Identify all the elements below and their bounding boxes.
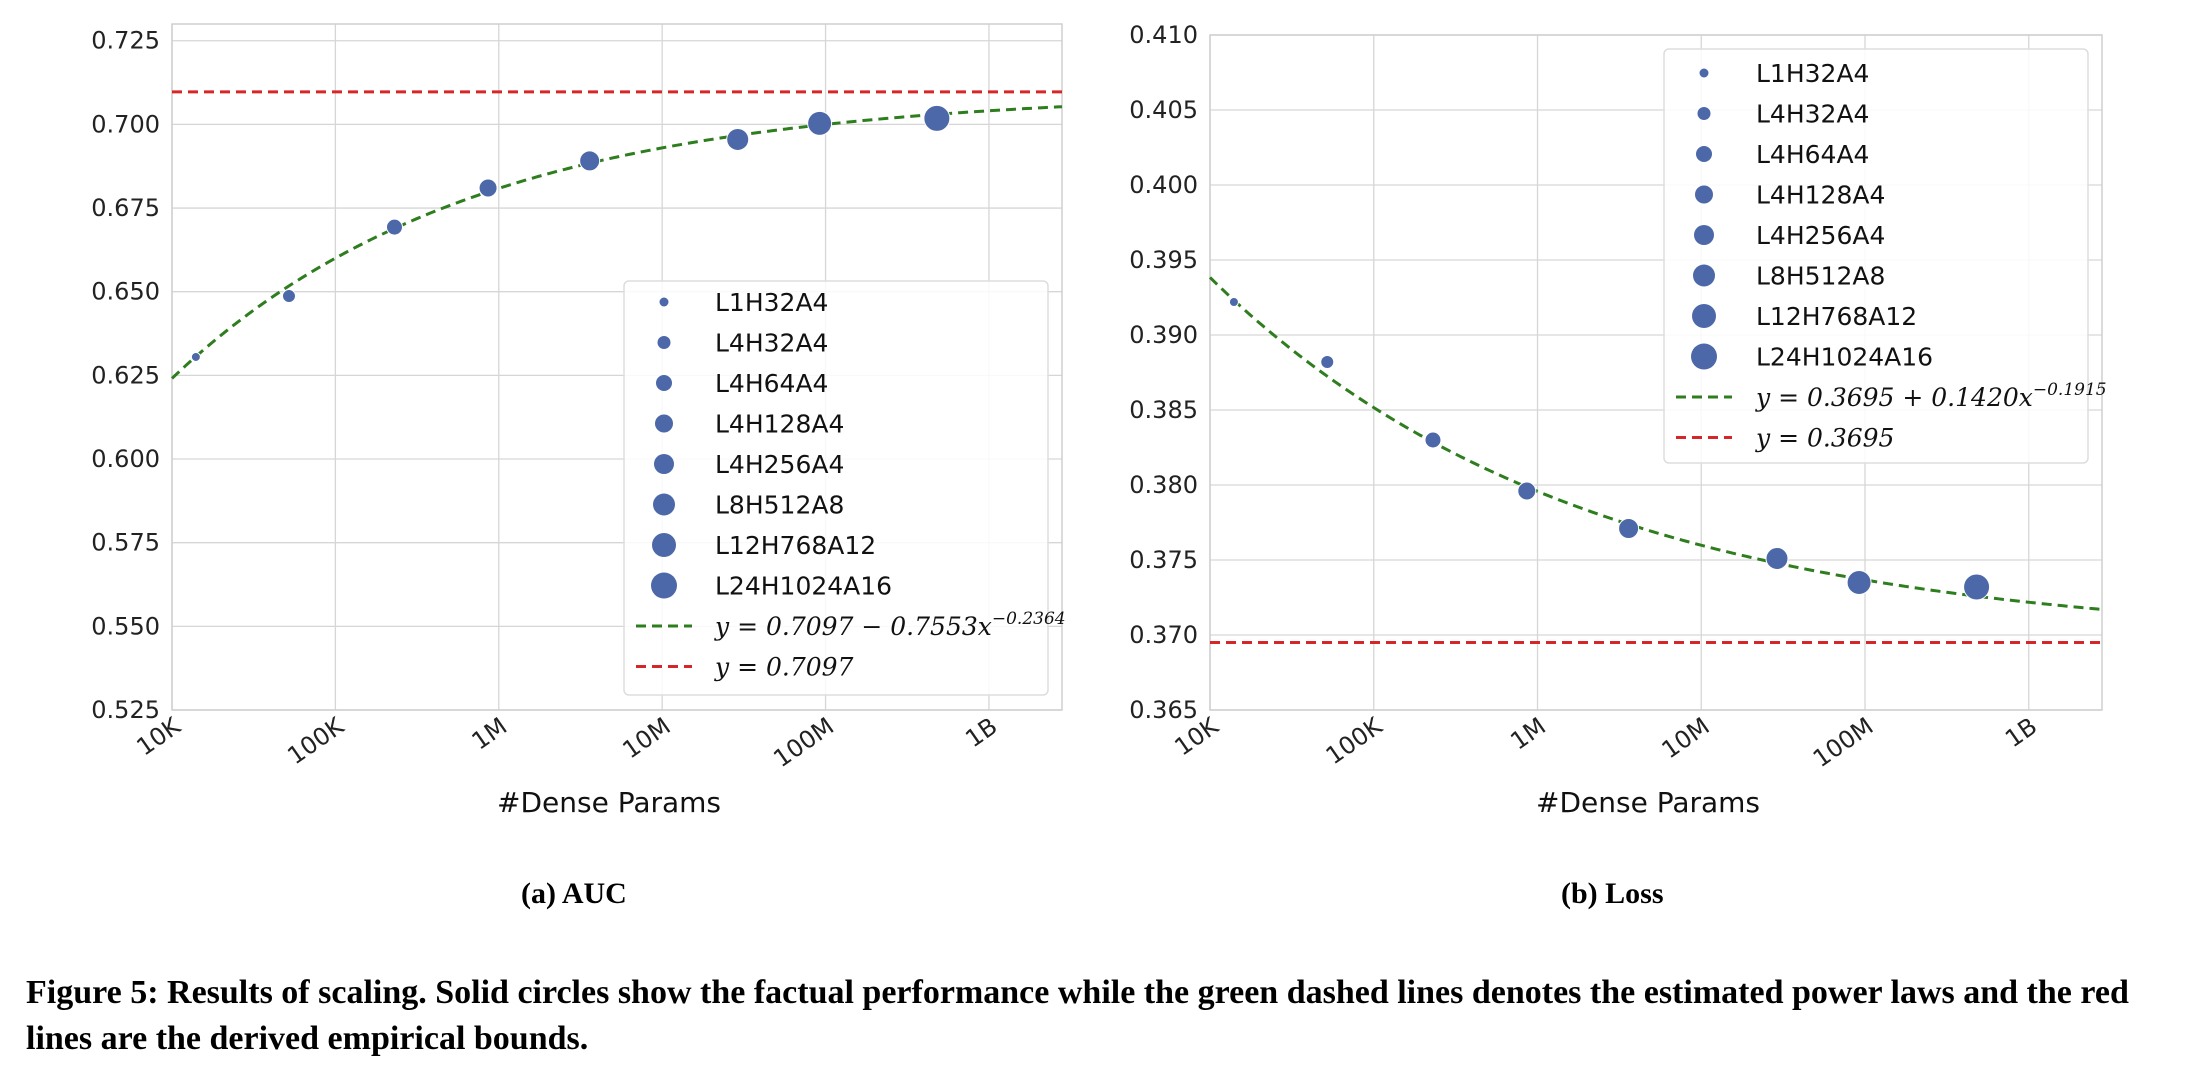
legend-marker	[656, 375, 672, 391]
legend-entry-label: L24H1024A16	[1756, 343, 1933, 372]
y-tick-label: 0.390	[1129, 321, 1198, 349]
legend: L1H32A4 L4H32A4 L4H64A4 L4H128A4 L4H256A4 L8H…	[1663, 48, 2107, 464]
chart-panel-1: 0.525 0.550 0.575 0.600 0.625 0.650 0.675 0.700…	[91, 23, 1066, 819]
legend-fit-exponent: −0.1915	[2033, 380, 2107, 400]
legend-entry-label: L8H512A8	[715, 491, 844, 520]
x-axis-label: #Dense Params	[497, 786, 721, 819]
y-tick-label: 0.550	[91, 612, 160, 640]
y-tick-label: 0.600	[91, 445, 160, 473]
data-point-l4h128a4	[478, 178, 498, 198]
y-tick-label: 0.405	[1129, 96, 1198, 124]
y-tick-label: 0.380	[1129, 471, 1198, 499]
data-point-l1h32a4	[1228, 297, 1239, 307]
legend-marker	[654, 454, 674, 474]
data-point-l4h32a4	[1320, 355, 1335, 369]
legend-marker	[651, 572, 677, 599]
data-point-l24h1024a16	[923, 104, 951, 132]
legend-marker	[1691, 343, 1717, 370]
legend-bound-label: y = 0.3695	[1755, 424, 1894, 453]
x-tick-label: 100K	[282, 711, 350, 770]
y-tick-label: 0.650	[91, 278, 160, 306]
legend-marker	[653, 493, 675, 516]
legend-entry-label: L12H768A12	[1756, 302, 1917, 331]
y-tick-label: 0.675	[91, 194, 160, 222]
legend-entry-label: L1H32A4	[715, 288, 828, 317]
subcaption-auc: (a) AUC	[521, 877, 627, 910]
legend-frame	[1663, 48, 2089, 464]
legend-marker	[655, 414, 673, 433]
legend-marker	[1692, 304, 1716, 328]
y-tick-label: 0.700	[91, 110, 160, 138]
legend-marker	[1695, 185, 1713, 204]
y-tick-label: 0.385	[1129, 396, 1198, 424]
legend-entry-label: L4H256A4	[715, 450, 844, 479]
y-tick-label: 0.370	[1129, 621, 1198, 649]
legend-marker	[1696, 146, 1712, 162]
legend-marker	[1699, 68, 1709, 78]
data-point-l4h32a4	[281, 289, 296, 304]
data-point-l4h64a4	[1424, 431, 1442, 449]
data-point-l12h768a12	[1846, 570, 1872, 595]
fit-curve	[1208, 276, 2103, 611]
y-tick-label: 0.395	[1129, 246, 1198, 274]
y-tick-label: 0.365	[1129, 696, 1198, 724]
legend-entry-label: L1H32A4	[1756, 59, 1869, 88]
legend-entry-label: L4H32A4	[715, 329, 828, 358]
subcaption-loss: (b) Loss	[1561, 877, 1664, 910]
legend-bound-label: y = 0.7097	[714, 653, 854, 682]
legend-marker	[657, 336, 671, 349]
y-tick-label: 0.400	[1129, 171, 1198, 199]
legend-marker	[652, 533, 676, 557]
legend-entry-label: L4H64A4	[1756, 140, 1869, 169]
legend-fit-exponent: −0.2364	[992, 609, 1066, 629]
legend-entry-label: L4H256A4	[1756, 221, 1885, 250]
data-point-l4h256a4	[1618, 518, 1640, 539]
figure-caption: Figure 5: Results of scaling. Solid circ…	[26, 974, 2129, 1057]
plot-frame	[1209, 34, 2103, 711]
chart-panel-2: 0.365 0.370 0.375 0.380 0.385 0.390 0.395 0.400…	[1129, 21, 2106, 819]
legend-marker	[1694, 225, 1714, 245]
x-tick-label: 1M	[1505, 712, 1551, 756]
legend-marker	[1693, 264, 1715, 287]
data-point-l8h512a8	[726, 127, 750, 151]
legend: L1H32A4 L4H32A4 L4H64A4 L4H128A4 L4H256A4 L8H…	[623, 280, 1066, 696]
y-tick-label: 0.725	[91, 27, 160, 55]
x-axis-label: #Dense Params	[1536, 786, 1760, 819]
legend-marker	[659, 297, 669, 307]
legend-marker	[1697, 107, 1711, 120]
legend-entry-label: L4H32A4	[1756, 100, 1869, 129]
legend-entry-label: L4H64A4	[715, 369, 828, 398]
x-tick-label: 10M	[618, 712, 676, 764]
y-tick-label: 0.525	[91, 696, 160, 724]
legend-frame	[623, 280, 1049, 696]
x-tick-label: 100M	[1808, 712, 1879, 773]
data-point-l4h128a4	[1517, 481, 1537, 501]
data-point-l12h768a12	[807, 110, 833, 136]
fit-curve	[170, 105, 1063, 380]
data-point-l4h256a4	[579, 150, 601, 172]
x-tick-label: 1M	[467, 712, 513, 756]
data-point-l24h1024a16	[1963, 573, 1991, 601]
x-tick-label: 100M	[768, 712, 839, 773]
x-tick-label: 100K	[1321, 711, 1389, 770]
y-tick-label: 0.575	[91, 529, 160, 557]
data-point-l4h64a4	[385, 218, 403, 236]
y-tick-label: 0.625	[91, 361, 160, 389]
data-point-l8h512a8	[1765, 547, 1789, 570]
legend-entry-label: L4H128A4	[1756, 181, 1885, 210]
legend-entry-label: L24H1024A16	[715, 572, 892, 601]
x-tick-label: 1B	[2000, 712, 2042, 753]
legend-entry-label: L4H128A4	[715, 410, 844, 439]
plot-frame	[171, 23, 1063, 711]
x-tick-label: 1B	[960, 712, 1002, 753]
legend-entry-label: L12H768A12	[715, 531, 876, 560]
x-tick-label: 10M	[1657, 712, 1715, 764]
legend-entry-label: L8H512A8	[1756, 262, 1885, 291]
y-tick-label: 0.375	[1129, 546, 1198, 574]
data-point-l1h32a4	[190, 351, 201, 362]
y-tick-label: 0.410	[1129, 21, 1198, 49]
